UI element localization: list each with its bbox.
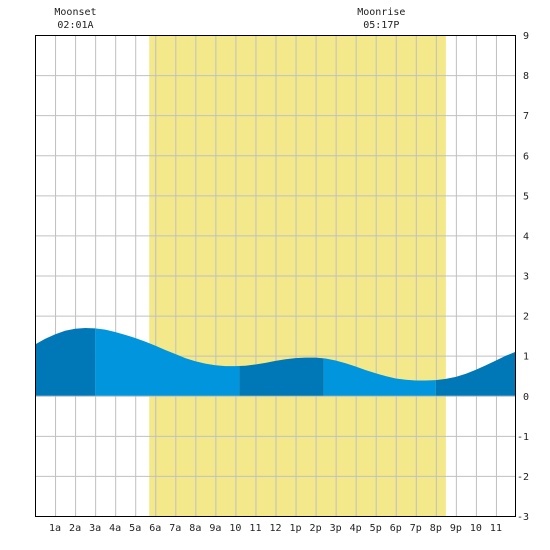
y-tick-label: 1 [523, 352, 529, 363]
x-tick-label: 11 [490, 523, 502, 534]
x-tick-label: 5a [129, 523, 141, 534]
x-tick-label: 1p [290, 523, 302, 534]
y-axis-labels: -3 -2 -1 0 1 2 3 4 5 6 7 8 9 [517, 31, 529, 523]
x-tick-label: 3p [330, 523, 342, 534]
x-tick-label: 9a [209, 523, 221, 534]
x-tick-label: 4p [350, 523, 362, 534]
x-tick-label: 2a [69, 523, 81, 534]
x-tick-label: 5p [370, 523, 382, 534]
x-tick-label: 1a [49, 523, 61, 534]
y-tick-label: 5 [523, 191, 529, 202]
y-tick-label: -2 [517, 472, 529, 483]
x-tick-label: 9p [450, 523, 462, 534]
event-time: 05:17P [363, 20, 399, 31]
y-tick-label: -3 [517, 512, 529, 523]
horizontal-gridlines [35, 75, 516, 477]
x-tick-label: 10 [470, 523, 482, 534]
x-tick-label: 3a [89, 523, 101, 534]
y-tick-label: 3 [523, 272, 529, 283]
x-tick-label: 12 [269, 523, 281, 534]
x-tick-label: 8p [430, 523, 442, 534]
y-tick-label: 2 [523, 312, 529, 323]
y-tick-label: 8 [523, 71, 529, 82]
x-tick-label: 2p [310, 523, 322, 534]
event-name: Moonset [54, 7, 96, 18]
y-tick-label: 0 [523, 392, 529, 403]
x-tick-label: 8a [189, 523, 201, 534]
y-tick-label: 6 [523, 151, 529, 162]
x-tick-label: 6a [149, 523, 161, 534]
y-tick-label: 7 [523, 111, 529, 122]
event-time: 02:01A [57, 20, 93, 31]
y-tick-label: 4 [523, 231, 529, 242]
x-tick-label: 6p [390, 523, 402, 534]
x-tick-label: 4a [109, 523, 121, 534]
y-tick-label: 9 [523, 31, 529, 42]
moon-events: Moonset 02:01A Moonrise 05:17P [54, 7, 405, 31]
x-tick-label: 10 [229, 523, 241, 534]
plot-frame [35, 35, 516, 517]
event-name: Moonrise [357, 7, 405, 18]
tide-band-dark [35, 328, 96, 396]
x-tick-label: 7p [410, 523, 422, 534]
x-axis-labels: 1a 2a 3a 4a 5a 6a 7a 8a 9a 10 11 12 1p 2p 3p 4p 5p 6p 7p 8p… [49, 523, 502, 534]
x-tick-label: 11 [249, 523, 261, 534]
x-tick-label: 7a [169, 523, 181, 534]
y-tick-label: -1 [517, 432, 529, 443]
